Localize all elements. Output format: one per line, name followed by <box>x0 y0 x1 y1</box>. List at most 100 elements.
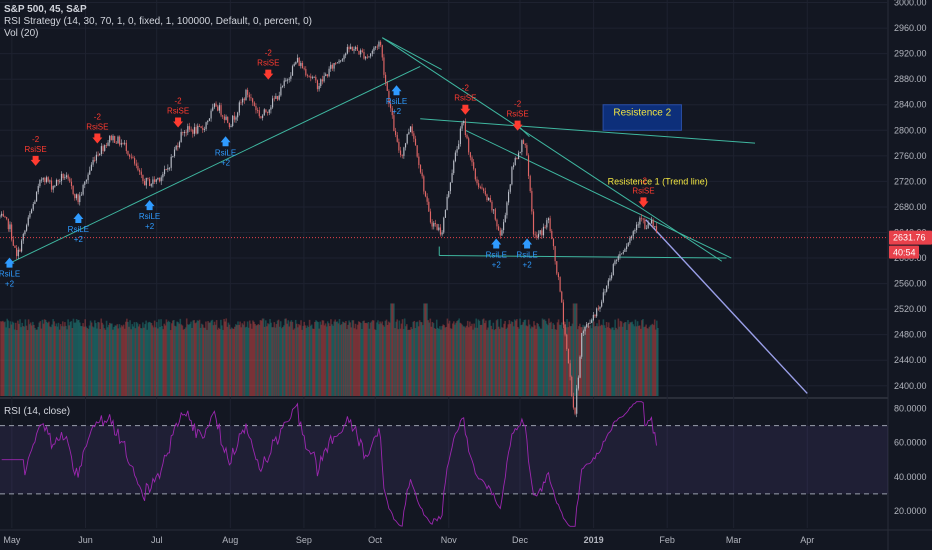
candle[interactable] <box>222 115 224 117</box>
candle[interactable] <box>265 109 267 113</box>
candle[interactable] <box>456 149 458 153</box>
candle[interactable] <box>494 209 496 220</box>
candle[interactable] <box>296 57 299 63</box>
candle[interactable] <box>49 180 51 182</box>
candle[interactable] <box>458 143 460 150</box>
candle[interactable] <box>134 158 136 164</box>
candle[interactable] <box>471 157 473 163</box>
candle[interactable] <box>233 115 235 120</box>
candle[interactable] <box>547 218 550 221</box>
candle[interactable] <box>213 103 215 108</box>
candle[interactable] <box>330 64 332 69</box>
candle[interactable] <box>629 237 631 243</box>
candle[interactable] <box>130 156 132 158</box>
candle[interactable] <box>105 145 107 146</box>
candle[interactable] <box>569 363 571 377</box>
candle[interactable] <box>343 55 345 60</box>
candle[interactable] <box>295 62 297 65</box>
candle[interactable] <box>601 301 603 307</box>
top-trend-line[interactable] <box>381 37 723 262</box>
candle[interactable] <box>396 134 398 142</box>
candle[interactable] <box>360 50 362 55</box>
candle[interactable] <box>82 184 84 195</box>
candle[interactable] <box>238 102 240 113</box>
candle[interactable] <box>544 226 546 228</box>
candle[interactable] <box>504 215 506 223</box>
candle[interactable] <box>227 116 229 123</box>
candle[interactable] <box>142 174 144 182</box>
candle[interactable] <box>326 74 329 77</box>
candle[interactable] <box>571 376 573 397</box>
candle[interactable] <box>283 80 285 86</box>
candle[interactable] <box>621 253 623 255</box>
candle[interactable] <box>394 130 397 135</box>
candle[interactable] <box>399 150 402 155</box>
candle[interactable] <box>637 224 639 226</box>
candle[interactable] <box>380 41 382 46</box>
candle[interactable] <box>40 179 43 181</box>
candle[interactable] <box>594 314 596 317</box>
candle[interactable] <box>401 154 403 156</box>
candle[interactable] <box>268 109 270 113</box>
candle[interactable] <box>489 197 491 202</box>
candle[interactable] <box>439 227 442 235</box>
candle[interactable] <box>175 145 177 150</box>
resistance-1-line[interactable] <box>465 129 732 259</box>
candle[interactable] <box>443 217 445 233</box>
candle[interactable] <box>67 175 69 179</box>
candle[interactable] <box>198 125 201 127</box>
candle[interactable] <box>137 165 139 171</box>
candle[interactable] <box>501 230 503 236</box>
candle[interactable] <box>125 142 127 151</box>
candle[interactable] <box>597 308 599 310</box>
candle[interactable] <box>473 162 475 169</box>
candle[interactable] <box>616 260 618 261</box>
candle[interactable] <box>225 116 227 120</box>
candle[interactable] <box>11 224 13 240</box>
candle[interactable] <box>338 60 340 63</box>
candle[interactable] <box>300 62 302 66</box>
candle[interactable] <box>62 173 64 179</box>
candle[interactable] <box>414 138 417 146</box>
candle[interactable] <box>361 50 363 52</box>
candle[interactable] <box>429 211 432 223</box>
candle[interactable] <box>95 154 97 161</box>
candle[interactable] <box>52 186 54 190</box>
candle[interactable] <box>639 217 641 225</box>
candle[interactable] <box>240 102 242 104</box>
candle[interactable] <box>192 129 194 134</box>
candle[interactable] <box>120 143 122 145</box>
candle[interactable] <box>368 56 370 58</box>
candle[interactable] <box>19 249 21 252</box>
candle[interactable] <box>532 211 535 235</box>
candle[interactable] <box>511 167 513 185</box>
candle[interactable] <box>552 239 555 247</box>
candle[interactable] <box>521 140 523 152</box>
candle[interactable] <box>267 112 269 113</box>
candle[interactable] <box>406 134 408 144</box>
candle[interactable] <box>468 138 470 153</box>
candle[interactable] <box>537 233 540 238</box>
candle[interactable] <box>218 105 220 111</box>
candle[interactable] <box>596 308 598 317</box>
candle[interactable] <box>230 126 232 128</box>
candle[interactable] <box>119 136 121 145</box>
candle[interactable] <box>358 50 360 55</box>
candle[interactable] <box>488 197 490 200</box>
candle[interactable] <box>567 349 569 364</box>
candle[interactable] <box>378 41 380 47</box>
candle[interactable] <box>341 59 343 61</box>
candle[interactable] <box>576 388 578 414</box>
candle[interactable] <box>185 131 187 133</box>
candle[interactable] <box>355 47 357 50</box>
candle[interactable] <box>655 226 658 233</box>
candle[interactable] <box>393 115 395 131</box>
candle[interactable] <box>566 334 568 350</box>
candle[interactable] <box>217 106 219 111</box>
candle[interactable] <box>491 201 493 211</box>
drawings[interactable]: Resistence 2 Resistence 1 (Trend line) <box>0 37 888 394</box>
candle[interactable] <box>183 131 186 133</box>
candle[interactable] <box>109 135 111 143</box>
candle[interactable] <box>446 196 448 211</box>
candle[interactable] <box>434 223 437 225</box>
